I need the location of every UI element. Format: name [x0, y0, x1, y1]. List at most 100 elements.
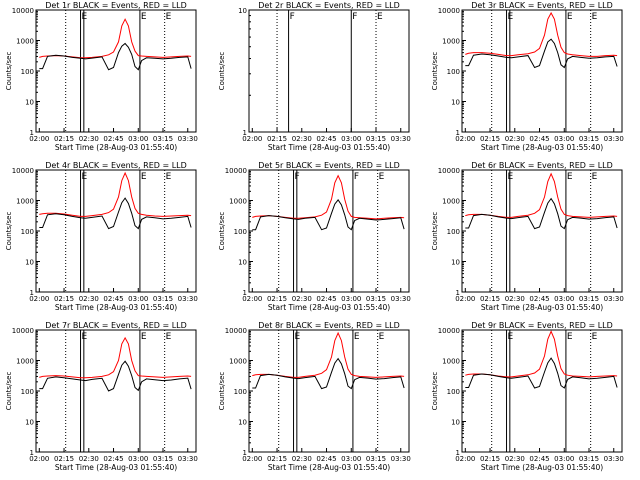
- detector-panel: Det 8r BLACK = Events, RED = LLD E E E 1 10 10…: [218, 321, 411, 472]
- panel-title: Det 9r BLACK = Events, RED = LLD: [471, 321, 613, 330]
- x-tick-label: 03:00: [341, 135, 361, 143]
- x-tick-label: 02:45: [316, 455, 336, 463]
- x-axis-label: Start Time (28-Aug-03 01:55:40): [55, 463, 177, 472]
- y-tick-label: 1: [243, 449, 247, 457]
- x-tick-label: 02:45: [103, 135, 123, 143]
- x-tick-label: 03:15: [366, 295, 386, 303]
- panel-title: Det 7r BLACK = Events, RED = LLD: [45, 321, 187, 330]
- x-tick-label: 02:00: [242, 295, 262, 303]
- y-axis-label: Counts/sec: [218, 52, 226, 91]
- x-tick-label: 02:15: [480, 455, 500, 463]
- x-axis-label: Start Time (28-Aug-03 01:55:40): [481, 303, 603, 312]
- x-tick-label: 02:15: [54, 295, 74, 303]
- x-axis-label: Start Time (28-Aug-03 01:55:40): [55, 303, 177, 312]
- events-series-line: [252, 199, 405, 231]
- time-marker-label: E: [508, 172, 514, 182]
- time-marker-label: E: [379, 172, 385, 182]
- time-marker-label: F: [352, 12, 357, 22]
- y-tick-label: 1000: [229, 358, 247, 366]
- x-tick-label: 03:15: [153, 295, 173, 303]
- y-tick-label: 1: [456, 289, 460, 297]
- y-tick-label: 10: [25, 419, 34, 427]
- y-tick-label: 1: [30, 289, 34, 297]
- time-marker-label: E: [567, 172, 573, 182]
- x-tick-label: 02:00: [29, 295, 49, 303]
- x-tick-label: 03:15: [579, 135, 599, 143]
- x-tick-label: 03:00: [341, 295, 361, 303]
- x-tick-label: 03:30: [604, 455, 624, 463]
- x-tick-label: 02:00: [455, 135, 475, 143]
- x-axis-label: Start Time (28-Aug-03 01:55:40): [268, 463, 390, 472]
- x-tick-label: 03:30: [604, 295, 624, 303]
- x-tick-label: 03:30: [391, 135, 411, 143]
- panel-title: Det 6r BLACK = Events, RED = LLD: [471, 161, 613, 170]
- x-tick-label: 02:15: [267, 455, 287, 463]
- y-tick-label: 1: [243, 129, 247, 137]
- y-tick-label: 1000: [229, 198, 247, 206]
- x-tick-label: 02:30: [79, 135, 99, 143]
- time-marker-label: E: [141, 332, 147, 342]
- y-tick-label: 10: [451, 99, 460, 107]
- x-tick-label: 03:00: [554, 135, 574, 143]
- panel-title: Det 8r BLACK = Events, RED = LLD: [258, 321, 400, 330]
- x-tick-label: 02:15: [480, 135, 500, 143]
- x-tick-label: 03:30: [178, 135, 198, 143]
- y-tick-label: 1000: [16, 38, 34, 46]
- x-tick-label: 03:00: [128, 135, 148, 143]
- detector-panel: Det 3r BLACK = Events, RED = LLD E E E 1 10 10…: [431, 1, 624, 152]
- x-tick-label: 02:00: [455, 295, 475, 303]
- y-tick-label: 1000: [16, 198, 34, 206]
- y-axis-label: Counts/sec: [5, 372, 13, 411]
- x-tick-label: 02:15: [267, 135, 287, 143]
- y-tick-label: 100: [447, 228, 460, 236]
- x-tick-label: 02:45: [529, 455, 549, 463]
- y-tick-label: 1000: [442, 198, 460, 206]
- y-tick-label: 10: [238, 7, 247, 15]
- events-series-line: [465, 197, 618, 230]
- y-tick-label: 10: [451, 419, 460, 427]
- time-marker-label: F: [354, 172, 359, 182]
- x-axis-label: Start Time (28-Aug-03 01:55:40): [55, 143, 177, 152]
- plot-frame: [461, 329, 623, 453]
- y-tick-label: 10000: [438, 327, 460, 335]
- plot-frame: [248, 9, 410, 133]
- x-tick-label: 02:30: [505, 295, 525, 303]
- y-axis-label: Counts/sec: [431, 212, 439, 251]
- events-series-line: [39, 197, 192, 230]
- detector-panel: Det 1r BLACK = Events, RED = LLD E E E 1 10 10…: [5, 1, 198, 152]
- x-tick-label: 02:30: [292, 455, 312, 463]
- time-marker-label: F: [290, 12, 295, 22]
- y-tick-label: 1: [243, 289, 247, 297]
- x-tick-label: 03:00: [128, 295, 148, 303]
- x-tick-label: 02:30: [292, 295, 312, 303]
- x-tick-label: 03:15: [579, 295, 599, 303]
- lld-series-line: [465, 11, 618, 57]
- x-tick-label: 02:00: [455, 455, 475, 463]
- x-tick-label: 02:30: [292, 135, 312, 143]
- y-tick-label: 10000: [438, 7, 460, 15]
- x-tick-label: 02:45: [103, 295, 123, 303]
- y-tick-label: 100: [234, 388, 247, 396]
- y-tick-label: 10: [25, 99, 34, 107]
- x-tick-label: 03:15: [153, 135, 173, 143]
- events-series-line: [252, 357, 405, 390]
- x-tick-label: 02:15: [267, 295, 287, 303]
- detector-panel: Det 7r BLACK = Events, RED = LLD E E E 1 10 10…: [5, 321, 198, 472]
- y-tick-label: 10000: [12, 7, 34, 15]
- time-marker-label: E: [592, 172, 598, 182]
- y-axis-label: Counts/sec: [218, 212, 226, 251]
- x-tick-label: 03:30: [391, 455, 411, 463]
- time-marker-label: E: [295, 332, 301, 342]
- y-tick-label: 1: [456, 449, 460, 457]
- time-marker-label: E: [141, 172, 147, 182]
- time-marker-label: E: [377, 12, 383, 22]
- plot-frame: [35, 169, 197, 293]
- time-marker-label: E: [166, 332, 172, 342]
- y-tick-label: 10000: [225, 167, 247, 175]
- y-tick-label: 100: [234, 228, 247, 236]
- x-axis-label: Start Time (28-Aug-03 01:55:40): [481, 143, 603, 152]
- x-tick-label: 02:45: [529, 135, 549, 143]
- panel-title: Det 2r BLACK = Events, RED = LLD: [258, 1, 400, 10]
- x-axis-label: Start Time (28-Aug-03 01:55:40): [268, 303, 390, 312]
